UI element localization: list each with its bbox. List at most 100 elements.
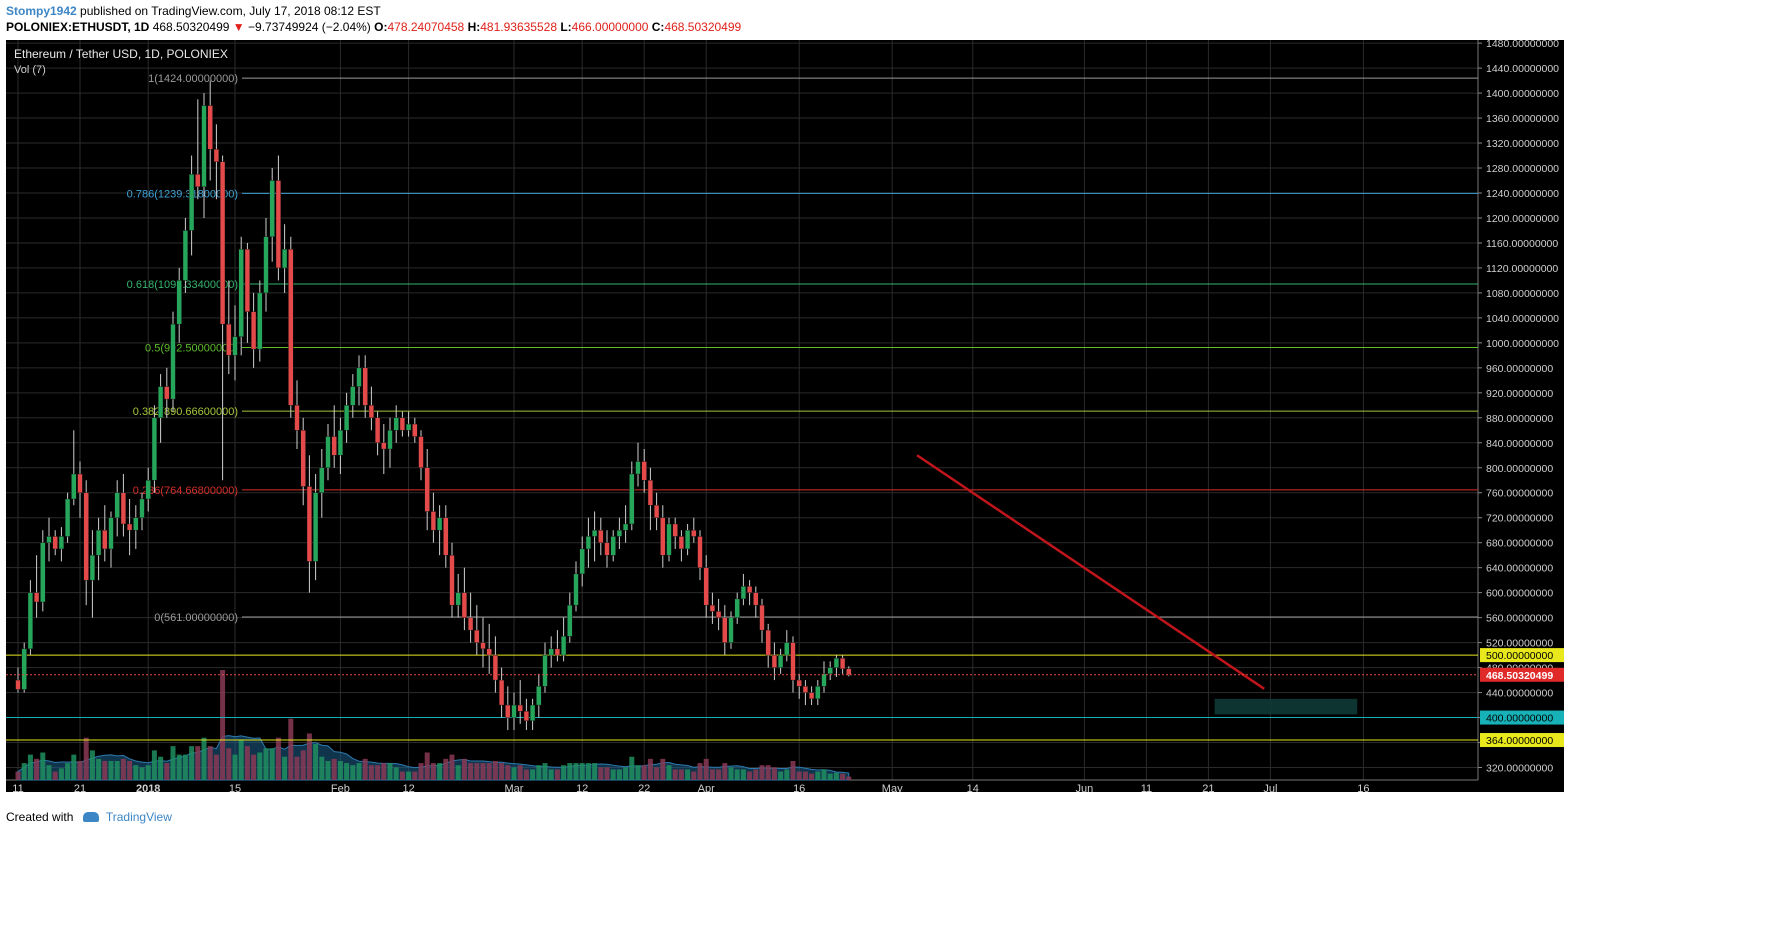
candle-body: [641, 461, 647, 481]
candle-body: [796, 679, 802, 687]
candle-body: [133, 517, 139, 531]
horizontal-level-label: 364.00000000: [1486, 735, 1553, 747]
candle-body: [412, 423, 418, 437]
volume-bar: [120, 758, 126, 780]
volume-bar: [263, 748, 269, 780]
candle-body: [108, 517, 114, 550]
volume-bar: [34, 758, 40, 780]
volume-bar: [716, 769, 722, 780]
volume-bar: [96, 758, 102, 780]
volume-bar: [691, 771, 697, 780]
x-tick-label: 11: [12, 783, 23, 792]
volume-bar: [356, 763, 362, 780]
x-tick-label: May: [882, 783, 903, 792]
candle-body: [523, 711, 530, 721]
candle-body: [244, 248, 251, 312]
created-with-text: Created with: [6, 810, 74, 824]
candle-body: [480, 642, 486, 650]
symbol-line: POLONIEX:ETHUSDT, 1D 468.50320499 ▼ −9.7…: [6, 20, 741, 34]
candle-body: [753, 592, 759, 606]
volume-bar: [306, 733, 312, 780]
volume-bar: [375, 765, 381, 780]
candle-body: [691, 530, 697, 537]
x-tick-label: 16: [793, 783, 805, 792]
volume-bar: [151, 750, 157, 780]
volume-bar: [784, 769, 790, 780]
candle-body: [666, 523, 672, 556]
horizontal-level-label: 500.00000000: [1486, 650, 1553, 662]
candle-body: [362, 367, 368, 406]
candle-body: [561, 636, 567, 656]
horizontal-level-label: 400.00000000: [1486, 713, 1553, 725]
open-value: 478.24070458: [387, 20, 465, 34]
candle-body: [716, 611, 722, 618]
volume-bar: [381, 763, 387, 780]
volume-bar: [666, 765, 672, 780]
candle-body: [709, 604, 716, 612]
volume-bar: [399, 771, 405, 780]
chart-container[interactable]: 11 21 2018 15 Feb 12 Mar 12 22 Apr 16 May 14 Jun 11 21 J…: [6, 38, 1564, 795]
candle-body: [387, 430, 393, 450]
volume-bar: [294, 756, 300, 780]
candle-body: [542, 654, 548, 687]
candle-body: [114, 492, 120, 518]
candle-body: [765, 629, 771, 656]
fib-level-label: 0(561.00000000): [154, 612, 238, 624]
y-tick-label: 880.00000000: [1486, 413, 1553, 425]
y-tick-label: 1480.00000000: [1486, 40, 1559, 50]
x-tick-label: Jul: [1263, 783, 1277, 792]
candle-body: [145, 480, 151, 500]
volume-bar: [846, 776, 852, 780]
candle-body: [418, 436, 424, 468]
volume-bar: [505, 765, 511, 780]
price-chart[interactable]: 11 21 2018 15 Feb 12 Mar 12 22 Apr 16 May 14 Jun 11 21 J…: [6, 38, 1564, 795]
volume-bar: [660, 758, 666, 780]
volume-bar: [722, 763, 728, 780]
candle-body: [381, 442, 387, 450]
volume-bar: [802, 771, 808, 780]
volume-bar: [697, 763, 703, 780]
candle-body: [455, 592, 461, 606]
volume-bar: [77, 760, 83, 780]
y-tick-label: 520.00000000: [1486, 638, 1553, 650]
volume-bar: [511, 767, 517, 780]
horizontal-level-tag: [1480, 710, 1564, 725]
volume-bar: [220, 670, 226, 780]
volume-bar: [523, 769, 529, 780]
volume-bar: [579, 763, 585, 780]
candle-body: [195, 174, 201, 187]
tradingview-link[interactable]: TradingView: [105, 810, 172, 824]
volume-bar: [102, 760, 108, 780]
candle-body: [83, 492, 89, 581]
volume-bar: [604, 767, 610, 780]
x-tick-label: Mar: [505, 783, 524, 792]
candle-body: [573, 573, 579, 606]
candle-body: [610, 536, 616, 556]
candle-body: [399, 417, 406, 431]
candle-body: [461, 592, 468, 618]
volume-bar: [89, 750, 95, 780]
volume-bar: [406, 771, 412, 780]
volume-bar: [238, 739, 244, 780]
author-link[interactable]: Stompy1942: [6, 4, 77, 18]
volume-bar: [170, 746, 176, 780]
volume-bar: [288, 718, 294, 780]
volume-bar: [561, 765, 567, 780]
volume-bar: [778, 771, 784, 780]
candle-body: [554, 648, 561, 656]
symbol-label: POLONIEX:ETHUSDT, 1D: [6, 20, 150, 34]
volume-bar: [728, 767, 734, 780]
publish-line: Stompy1942 published on TradingView.com,…: [6, 4, 381, 18]
candle-body: [238, 248, 244, 337]
y-tick-label: 1280.00000000: [1486, 163, 1559, 175]
candle-body: [654, 505, 660, 518]
down-arrow-icon: ▼: [232, 20, 245, 34]
volume-bar: [83, 737, 89, 780]
candle-body: [77, 473, 83, 493]
candle-body: [536, 686, 542, 706]
volume-bar: [809, 773, 815, 780]
candle-body: [151, 417, 158, 481]
volume-bar: [573, 763, 579, 780]
y-tick-label: 1440.00000000: [1486, 63, 1559, 75]
candle-body: [449, 554, 455, 606]
